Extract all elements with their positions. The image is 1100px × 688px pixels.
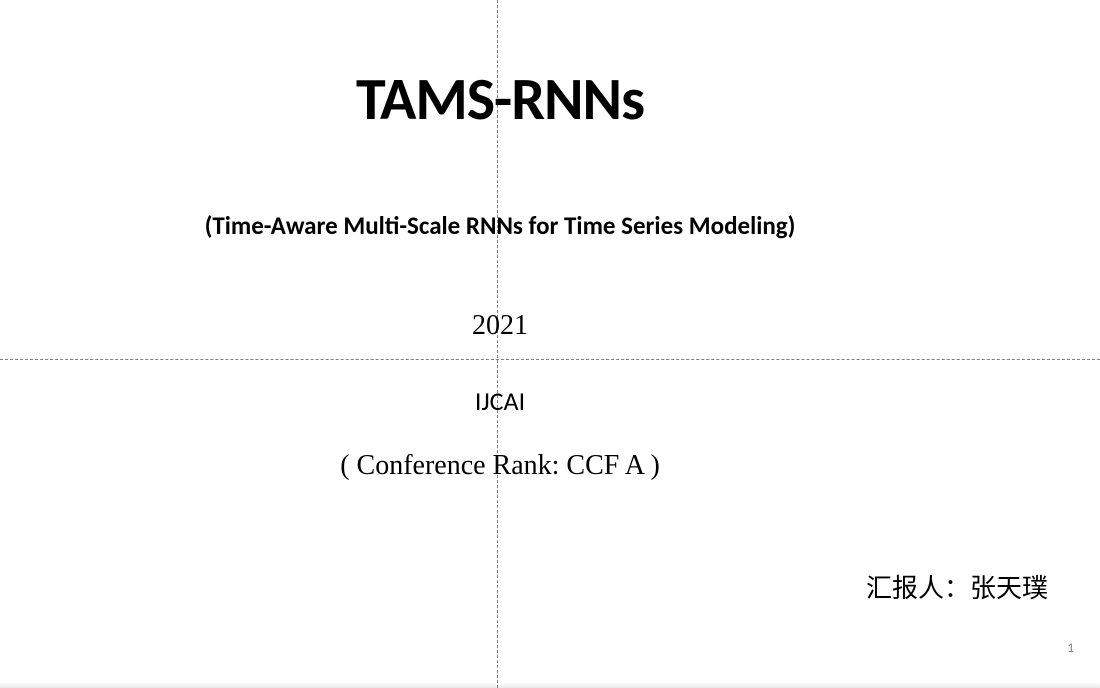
bottom-shadow xyxy=(0,682,1100,688)
slide-conference: IJCAI xyxy=(0,385,1000,417)
guide-horizontal xyxy=(0,359,1100,360)
slide-rank: ( Conference Rank: CCF A ) xyxy=(0,450,1000,482)
slide-year: 2021 xyxy=(0,310,1000,342)
slide-presenter: 汇报人：张天璞 xyxy=(866,568,1048,605)
page-number: 1 xyxy=(1067,641,1074,656)
slide-title: TAMS-RNNs xyxy=(0,63,1000,136)
slide-subtitle: (Time-Aware Multi-Scale RNNs for Time Se… xyxy=(0,210,1000,241)
